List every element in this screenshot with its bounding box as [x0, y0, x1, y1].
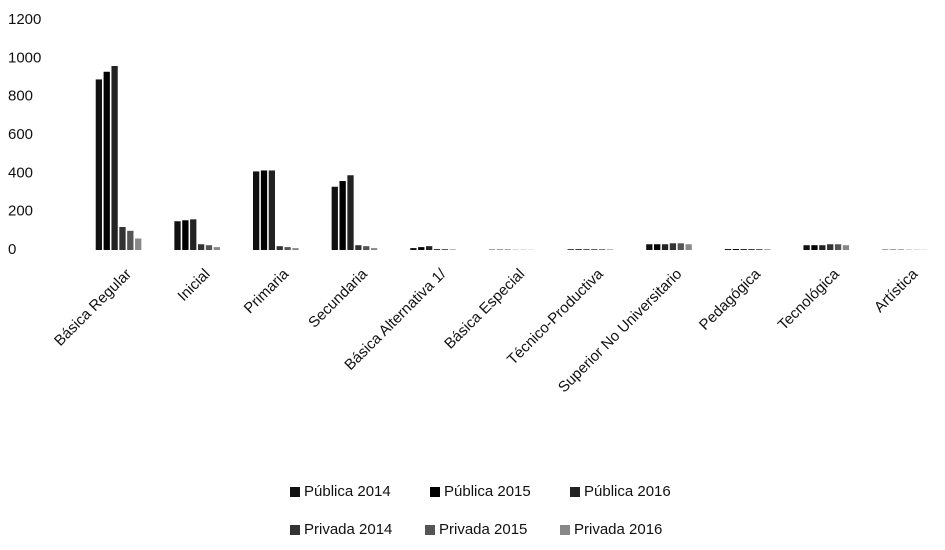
x-tick-label: Básica Especial: [441, 266, 528, 353]
bar: [135, 238, 142, 250]
bar: [819, 245, 826, 250]
bar: [827, 244, 834, 250]
bar: [426, 246, 433, 250]
bar: [575, 249, 582, 250]
legend-label: Pública 2014: [304, 483, 391, 500]
bar: [339, 181, 346, 250]
bar: [599, 249, 606, 250]
bar: [103, 71, 110, 250]
bar: [740, 249, 747, 250]
bar: [292, 248, 299, 250]
x-tick-label: Tecnológica: [775, 265, 844, 334]
bar: [197, 244, 205, 250]
bar: [756, 249, 763, 250]
bar: [732, 249, 739, 250]
legend-swatch: [425, 525, 435, 535]
bar: [748, 249, 755, 250]
bar: [677, 243, 684, 250]
bar: [441, 249, 449, 250]
bar: [834, 244, 842, 250]
bar: [268, 170, 276, 250]
x-tick-label: Inicial: [174, 266, 213, 305]
legend-label: Privada 2015: [439, 521, 527, 538]
bar: [95, 79, 103, 251]
bar: [347, 175, 354, 250]
legend-label: Privada 2016: [574, 521, 662, 538]
legend-label: Pública 2015: [444, 483, 531, 500]
y-tick-label: 800: [8, 88, 33, 105]
bar: [253, 171, 260, 250]
bar: [276, 246, 283, 250]
y-tick-label: 1000: [8, 49, 41, 66]
bar: [583, 249, 590, 250]
bar: [355, 245, 362, 250]
y-tick-label: 400: [8, 164, 33, 181]
bar: [370, 248, 378, 250]
bar: [331, 186, 338, 250]
bar: [591, 249, 598, 250]
legend-swatch: [430, 487, 440, 497]
x-tick-label: Secundaria: [305, 265, 371, 331]
legend-swatch: [560, 525, 570, 535]
bar: [724, 249, 732, 250]
bar: [669, 243, 677, 250]
bar: [685, 244, 692, 250]
x-tick-label: Artística: [871, 265, 922, 316]
bar: [567, 249, 574, 250]
bar: [811, 245, 818, 250]
bar: [606, 249, 614, 250]
legend-swatch: [290, 487, 300, 497]
bar: [433, 249, 441, 250]
y-tick-label: 200: [8, 203, 33, 220]
bar: [449, 249, 456, 250]
bar: [363, 246, 370, 250]
bar: [111, 66, 118, 250]
bar: [842, 245, 850, 250]
bar: [127, 230, 134, 250]
bar: [646, 244, 653, 250]
y-tick-label: 600: [8, 126, 33, 143]
bar: [284, 247, 291, 250]
bar: [182, 220, 189, 250]
y-tick-label: 0: [8, 241, 16, 258]
bar: [174, 221, 181, 250]
bar: [764, 249, 771, 250]
legend-label: Privada 2014: [304, 521, 392, 538]
x-tick-label: Pedagógica: [696, 265, 765, 334]
bar: [260, 170, 268, 250]
y-tick-label: 1200: [8, 11, 41, 28]
bar: [410, 248, 417, 250]
bar: [803, 245, 810, 250]
legend-label: Pública 2016: [584, 483, 671, 500]
bar: [661, 244, 669, 250]
bar: [213, 247, 220, 250]
bar: [654, 244, 661, 250]
bar: [190, 219, 197, 250]
x-tick-label: Primaria: [241, 265, 293, 317]
legend-swatch: [290, 525, 300, 535]
legend-swatch: [570, 487, 580, 497]
bar: [119, 227, 126, 250]
bar: [205, 245, 213, 250]
x-tick-label: Básica Regular: [51, 266, 135, 350]
bar: [418, 247, 425, 250]
